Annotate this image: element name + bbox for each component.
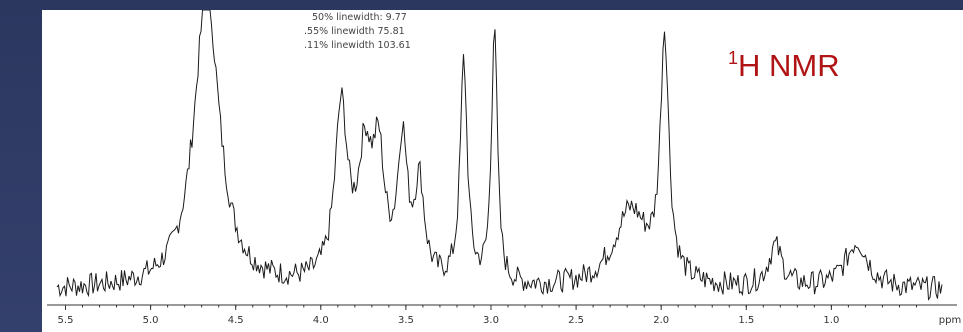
nmr-title: 1H NMR <box>728 48 840 84</box>
x-unit-label: ppm <box>939 315 961 326</box>
linewidth-50-text: 50% linewidth: 9.77 <box>312 12 407 23</box>
x-tick-label: 3.5 <box>398 315 414 326</box>
x-tick-label: 2.5 <box>568 315 584 326</box>
linewidth-55-text: .55% linewidth 75.81 <box>304 26 405 37</box>
x-tick-label: 1.0 <box>823 315 839 326</box>
nmr-spectrum-chart: 50% linewidth: 9.77 .55% linewidth 75.81… <box>47 10 961 326</box>
x-tick-label: 4.5 <box>228 315 244 326</box>
x-tick-label: 1.5 <box>738 315 754 326</box>
linewidth-11-text: .11% linewidth 103.61 <box>304 40 411 51</box>
x-tick-label: 5.0 <box>143 315 159 326</box>
title-superscript: 1 <box>728 48 739 68</box>
x-tick-label: 2.0 <box>653 315 669 326</box>
spectrum-trace <box>56 10 943 301</box>
nmr-spectrum-panel: 50% linewidth: 9.77 .55% linewidth 75.81… <box>42 10 963 332</box>
x-tick-label: 5.5 <box>58 315 74 326</box>
x-tick-label: 3.0 <box>483 315 499 326</box>
title-text: H NMR <box>738 48 840 83</box>
x-tick-label: 4.0 <box>313 315 329 326</box>
